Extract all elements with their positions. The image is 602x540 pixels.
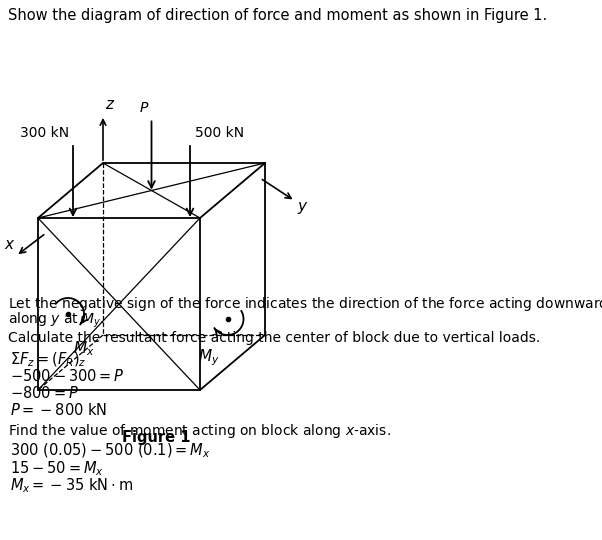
Text: $P = -800\ \mathrm{kN}$: $P = -800\ \mathrm{kN}$ — [10, 402, 107, 418]
Text: $\Sigma F_z = (F_R)_z$: $\Sigma F_z = (F_R)_z$ — [10, 351, 87, 369]
Text: 300 kN: 300 kN — [20, 126, 69, 140]
Text: $300\ (0.05) - 500\ (0.1) = M_x$: $300\ (0.05) - 500\ (0.1) = M_x$ — [10, 442, 211, 461]
Text: $M_x = -35\ \mathrm{kN} \cdot \mathrm{m}$: $M_x = -35\ \mathrm{kN} \cdot \mathrm{m}… — [10, 476, 133, 495]
Text: $15 - 50 = M_x$: $15 - 50 = M_x$ — [10, 459, 104, 478]
Text: 500 kN: 500 kN — [195, 126, 244, 140]
Text: $-800 = P$: $-800 = P$ — [10, 385, 79, 401]
Text: P: P — [139, 102, 147, 116]
Text: along $\mathit{y}$ at $\mathit{M_y}$.: along $\mathit{y}$ at $\mathit{M_y}$. — [8, 311, 105, 330]
Text: $M_x$: $M_x$ — [73, 339, 95, 357]
Text: Let the negative sign of the force indicates the direction of the force acting d: Let the negative sign of the force indic… — [8, 295, 602, 313]
Text: x: x — [4, 237, 13, 252]
Text: $-500 - 300 = P$: $-500 - 300 = P$ — [10, 368, 125, 384]
Text: Calculate the resultant force acting the center of block due to vertical loads.: Calculate the resultant force acting the… — [8, 331, 540, 345]
Text: y: y — [297, 199, 306, 214]
Text: $M_y$: $M_y$ — [197, 347, 219, 368]
Text: Show the diagram of direction of force and moment as shown in Figure 1.: Show the diagram of direction of force a… — [8, 8, 547, 23]
Text: z: z — [105, 97, 113, 112]
Text: Figure 1: Figure 1 — [122, 430, 191, 445]
Text: Find the value of moment acting on block along $x$-axis.: Find the value of moment acting on block… — [8, 422, 391, 440]
